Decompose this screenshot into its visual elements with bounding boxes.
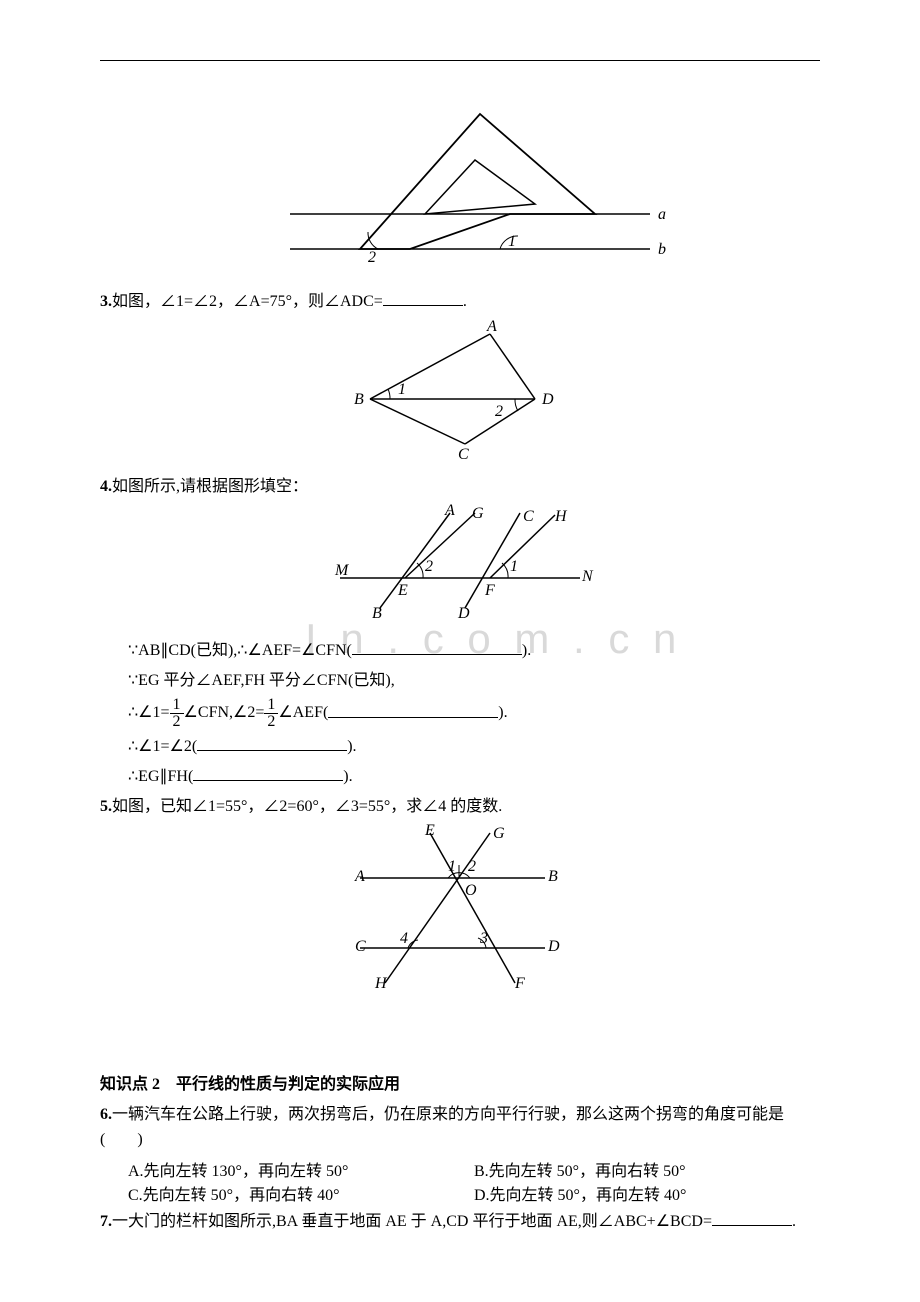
q6-line: 6.一辆汽车在公路上行驶，两次拐弯后，仍在原来的方向平行行驶，那么这两个拐弯的角…: [100, 1102, 820, 1153]
q4-blank3: [197, 734, 347, 751]
q3-line: 3.如图，∠1=∠2，∠A=75°，则∠ADC=.: [100, 289, 820, 315]
section2-heading: 知识点 2 平行线的性质与判定的实际应用: [100, 1072, 820, 1098]
lbl-N: N: [581, 568, 594, 585]
lbl-D: D: [541, 391, 554, 408]
lbl-O: O: [465, 882, 477, 899]
lbl-2: 2: [468, 858, 476, 875]
label-1: 1: [508, 233, 516, 250]
lbl-G: G: [472, 505, 484, 522]
q7-text: 一大门的栏杆如图所示,BA 垂直于地面 AE 于 A,CD 平行于地面 AE,则…: [112, 1213, 712, 1230]
lbl-1: 1: [510, 558, 518, 575]
q6-prefix: 6.: [100, 1106, 112, 1123]
q4-blank1: [352, 638, 522, 655]
q4-prefix: 4.: [100, 478, 112, 495]
lbl-B: B: [354, 391, 364, 408]
q6-options-row2: C.先向左转 50°，再向右转 40° D.先向左转 50°，再向左转 40°: [100, 1181, 820, 1205]
lbl-H: H: [374, 975, 388, 992]
lbl-B: B: [372, 605, 382, 622]
lbl-C: C: [458, 446, 469, 459]
q3-text: 如图，∠1=∠2，∠A=75°，则∠ADC=: [112, 293, 383, 310]
figure-q3: A B C D 1 2: [100, 319, 820, 464]
q4-line: 4.如图所示,请根据图形填空：: [100, 474, 820, 500]
lbl-D: D: [547, 938, 560, 955]
figure-q4: A B C D E F G H M N 2 1: [100, 503, 820, 628]
q5-line: 5.如图，已知∠1=55°，∠2=60°，∠3=55°，求∠4 的度数.: [100, 794, 820, 820]
lbl-M: M: [334, 562, 350, 579]
q6-optB: B.先向左转 50°，再向右转 50°: [474, 1157, 820, 1181]
lbl-2: 2: [495, 403, 503, 420]
q4-l4: ∴∠1=∠2().: [100, 734, 820, 760]
q4-blank2: [328, 701, 498, 718]
frac-2: 12: [264, 697, 278, 730]
lbl-F: F: [484, 582, 495, 599]
lbl-A: A: [486, 319, 497, 335]
q6-options-row1: A.先向左转 130°，再向左转 50° B.先向左转 50°，再向右转 50°: [100, 1157, 820, 1181]
lbl-B: B: [548, 868, 558, 885]
lbl-D: D: [457, 605, 470, 622]
lbl-1: 1: [448, 858, 456, 875]
lbl-G: G: [493, 825, 505, 842]
q4-l3: ∴∠1=12∠CFN,∠2=12∠AEF().: [100, 697, 820, 730]
lbl-1: 1: [398, 381, 406, 398]
q4-blank4: [193, 764, 343, 781]
q4-l5: ∴EG∥FH().: [100, 764, 820, 790]
q7-line: 7.一大门的栏杆如图所示,BA 垂直于地面 AE 于 A,CD 平行于地面 AE…: [100, 1209, 820, 1235]
q3-prefix: 3.: [100, 293, 112, 310]
lbl-2: 2: [425, 558, 433, 575]
frac-1: 12: [170, 697, 184, 730]
q3-suffix: .: [463, 293, 467, 310]
q7-prefix: 7.: [100, 1213, 112, 1230]
lbl-F: F: [514, 975, 525, 992]
q6-optD: D.先向左转 50°，再向左转 40°: [474, 1181, 820, 1205]
lbl-H: H: [554, 508, 568, 525]
q6-optC: C.先向左转 50°，再向右转 40°: [128, 1181, 474, 1205]
q4-l2: ∵EG 平分∠AEF,FH 平分∠CFN(已知),: [100, 668, 820, 694]
label-2: 2: [368, 249, 376, 266]
q7-suffix: .: [792, 1213, 796, 1230]
q5-text: 如图，已知∠1=55°，∠2=60°，∠3=55°，求∠4 的度数.: [112, 798, 502, 815]
q3-blank: [383, 289, 463, 306]
lbl-4: 4: [400, 930, 408, 947]
q6-optA: A.先向左转 130°，再向左转 50°: [128, 1157, 474, 1181]
label-b: b: [658, 241, 666, 258]
q6-text: 一辆汽车在公路上行驶，两次拐弯后，仍在原来的方向平行行驶，那么这两个拐弯的角度可…: [100, 1106, 784, 1149]
q4-l1: ∵AB∥CD(已知),∴∠AEF=∠CFN().: [100, 638, 820, 664]
q4-text: 如图所示,请根据图形填空：: [112, 478, 308, 495]
lbl-E: E: [397, 582, 408, 599]
lbl-A: A: [444, 503, 455, 519]
figure-top: a b 1 2: [100, 104, 820, 279]
label-a: a: [658, 206, 666, 223]
lbl-C: C: [355, 938, 366, 955]
lbl-C: C: [523, 508, 534, 525]
lbl-A: A: [354, 868, 365, 885]
q7-blank: [712, 1209, 792, 1226]
lbl-E: E: [424, 823, 435, 839]
q5-prefix: 5.: [100, 798, 112, 815]
figure-q5: A B C D E F G H O 1 2 3 4: [100, 823, 820, 998]
